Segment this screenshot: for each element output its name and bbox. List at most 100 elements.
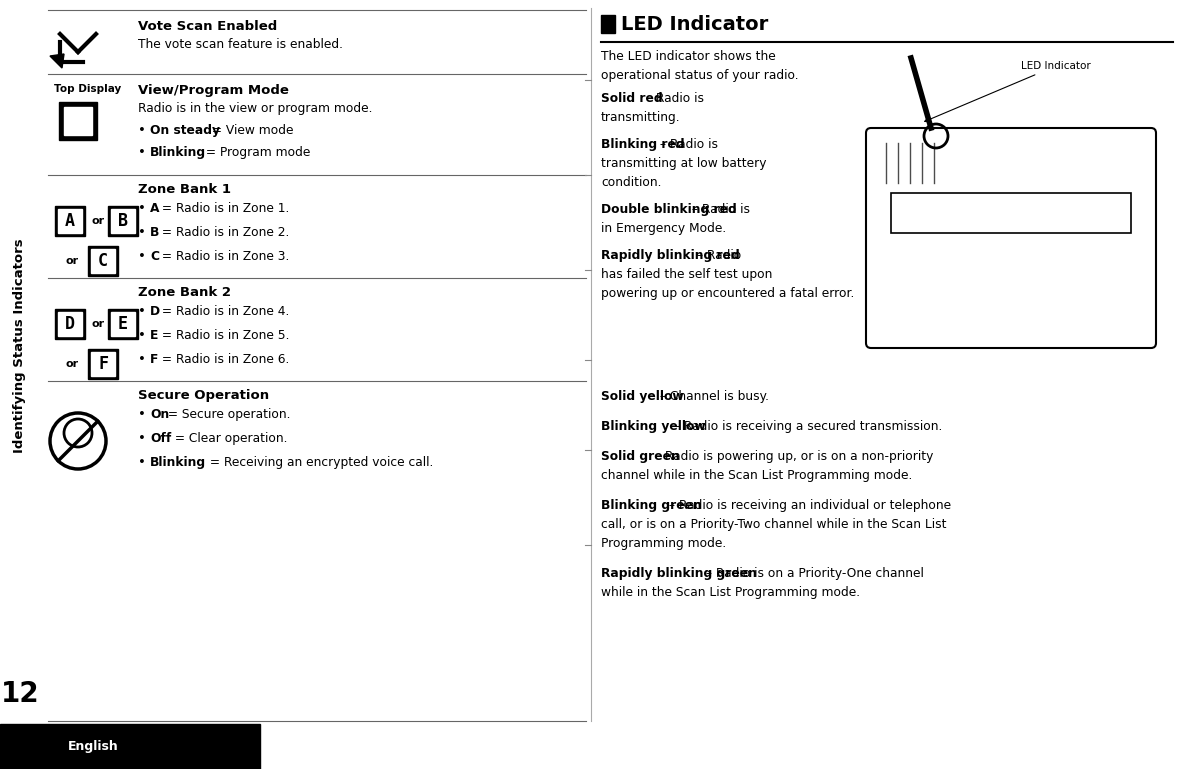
Text: = Radio is in Zone 2.: = Radio is in Zone 2.: [157, 226, 289, 239]
Text: Identifying Status Indicators: Identifying Status Indicators: [13, 238, 26, 454]
Text: Blinking red: Blinking red: [601, 138, 685, 151]
Text: A: A: [150, 202, 159, 215]
Text: B: B: [150, 226, 159, 239]
Text: Blinking yellow: Blinking yellow: [601, 420, 706, 433]
Text: Blinking: Blinking: [150, 146, 207, 159]
Bar: [890, 193, 1131, 233]
Text: Solid red: Solid red: [601, 92, 663, 105]
Bar: [601, 15, 615, 33]
Text: B: B: [118, 212, 128, 230]
Text: or: or: [65, 256, 79, 266]
Text: = Radio is in Zone 5.: = Radio is in Zone 5.: [157, 329, 289, 342]
Text: Vote Scan Enabled: Vote Scan Enabled: [138, 20, 278, 33]
Text: A: A: [65, 212, 76, 230]
Bar: [91, 249, 115, 273]
Text: call, or is on a Priority-Two channel while in the Scan List: call, or is on a Priority-Two channel wh…: [601, 518, 946, 531]
Text: D: D: [150, 305, 161, 318]
Text: Solid yellow: Solid yellow: [601, 390, 684, 403]
Text: •: •: [138, 408, 146, 421]
Text: powering up or encountered a fatal error.: powering up or encountered a fatal error…: [601, 287, 854, 300]
Text: •: •: [138, 250, 146, 263]
Text: •: •: [138, 146, 146, 159]
Bar: [56, 309, 85, 339]
Text: The LED indicator shows the
operational status of your radio.: The LED indicator shows the operational …: [601, 50, 798, 82]
Bar: [91, 352, 115, 376]
Text: Rapidly blinking red: Rapidly blinking red: [601, 249, 739, 262]
Text: Off: Off: [150, 432, 171, 445]
Text: condition.: condition.: [601, 176, 661, 189]
Text: = Radio is in Zone 6.: = Radio is in Zone 6.: [157, 353, 289, 366]
Text: Blinking green: Blinking green: [601, 499, 702, 512]
Text: F: F: [150, 353, 158, 366]
Text: •: •: [138, 432, 146, 445]
Bar: [111, 209, 135, 233]
Text: Zone Bank 2: Zone Bank 2: [138, 286, 231, 299]
Text: LED Indicator: LED Indicator: [621, 15, 769, 34]
Text: D: D: [65, 315, 76, 333]
Text: – Radio is: – Radio is: [642, 92, 704, 105]
Text: transmitting at low battery: transmitting at low battery: [601, 157, 766, 170]
Text: On: On: [150, 408, 169, 421]
Bar: [64, 107, 92, 135]
Text: = Radio is in Zone 1.: = Radio is in Zone 1.: [157, 202, 289, 215]
Text: 12: 12: [1, 680, 39, 708]
Bar: [56, 206, 85, 236]
Bar: [107, 206, 138, 236]
Text: channel while in the Scan List Programming mode.: channel while in the Scan List Programmi…: [601, 469, 913, 482]
Text: has failed the self test upon: has failed the self test upon: [601, 268, 772, 281]
Bar: [89, 349, 118, 379]
Bar: [58, 312, 81, 336]
Bar: [89, 246, 118, 276]
Text: Secure Operation: Secure Operation: [138, 389, 269, 402]
Text: •: •: [138, 305, 146, 318]
Text: = Receiving an encrypted voice call.: = Receiving an encrypted voice call.: [205, 456, 433, 469]
Text: Double blinking red: Double blinking red: [601, 203, 737, 216]
Text: – Radio is on a Priority-One channel: – Radio is on a Priority-One channel: [702, 567, 924, 580]
Text: Solid green: Solid green: [601, 450, 680, 463]
Text: = Program mode: = Program mode: [202, 146, 311, 159]
Text: = Secure operation.: = Secure operation.: [164, 408, 291, 421]
Text: while in the Scan List Programming mode.: while in the Scan List Programming mode.: [601, 586, 860, 599]
Text: •: •: [138, 353, 146, 366]
Bar: [107, 309, 138, 339]
Text: Programming mode.: Programming mode.: [601, 537, 726, 550]
Text: •: •: [138, 202, 146, 215]
Text: transmitting.: transmitting.: [601, 111, 680, 124]
Text: = Radio is in Zone 4.: = Radio is in Zone 4.: [157, 305, 289, 318]
Text: = View mode: = View mode: [209, 124, 294, 137]
Text: •: •: [138, 226, 146, 239]
Bar: [58, 209, 81, 233]
Polygon shape: [50, 54, 64, 68]
Bar: [59, 102, 97, 140]
Text: – Radio is: – Radio is: [689, 203, 750, 216]
Text: English: English: [68, 740, 119, 753]
Text: – Radio is: – Radio is: [655, 138, 718, 151]
Text: C: C: [150, 250, 159, 263]
Text: On steady: On steady: [150, 124, 220, 137]
Text: The vote scan feature is enabled.: The vote scan feature is enabled.: [138, 38, 342, 51]
Text: Top Display: Top Display: [54, 84, 122, 94]
Text: – Radio is receiving an individual or telephone: – Radio is receiving an individual or te…: [665, 499, 951, 512]
Text: •: •: [138, 124, 146, 137]
Text: in Emergency Mode.: in Emergency Mode.: [601, 222, 726, 235]
Text: Rapidly blinking green: Rapidly blinking green: [601, 567, 757, 580]
Text: or: or: [91, 216, 105, 226]
Text: F: F: [98, 355, 107, 373]
Text: E: E: [150, 329, 158, 342]
Text: – Radio: – Radio: [692, 249, 740, 262]
Text: – Radio is receiving a secured transmission.: – Radio is receiving a secured transmiss…: [670, 420, 942, 433]
Text: or: or: [91, 319, 105, 329]
Text: Zone Bank 1: Zone Bank 1: [138, 183, 231, 196]
Text: LED Indicator: LED Indicator: [925, 61, 1091, 122]
Bar: [0, 724, 260, 769]
Text: = Clear operation.: = Clear operation.: [171, 432, 287, 445]
Text: – Channel is busy.: – Channel is busy.: [655, 390, 769, 403]
Text: •: •: [138, 456, 146, 469]
Text: View/Program Mode: View/Program Mode: [138, 84, 289, 97]
Bar: [111, 312, 135, 336]
Text: = Radio is in Zone 3.: = Radio is in Zone 3.: [157, 250, 289, 263]
Text: Radio is in the view or program mode.: Radio is in the view or program mode.: [138, 102, 372, 115]
Text: C: C: [98, 252, 107, 270]
Text: Blinking: Blinking: [150, 456, 207, 469]
Text: •: •: [138, 329, 146, 342]
